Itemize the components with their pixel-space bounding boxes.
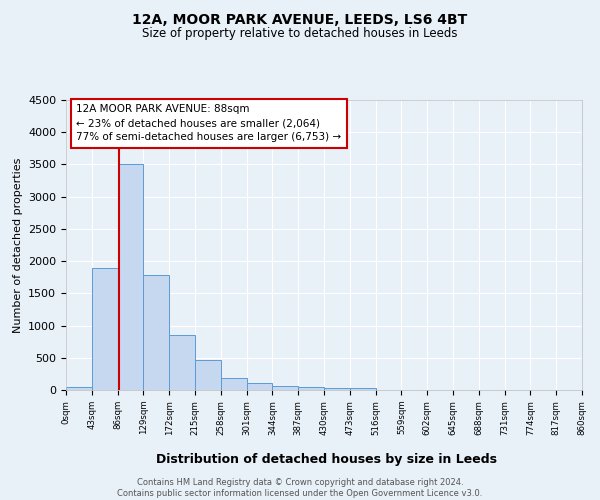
Bar [143, 276, 169, 390]
Text: Distribution of detached houses by size in Leeds: Distribution of detached houses by size … [157, 452, 497, 466]
Bar [350, 388, 376, 390]
Bar [247, 383, 272, 390]
Bar [298, 388, 324, 390]
Bar [92, 268, 118, 390]
Bar [195, 360, 221, 390]
Bar [118, 164, 143, 390]
Bar [66, 387, 92, 390]
Text: Size of property relative to detached houses in Leeds: Size of property relative to detached ho… [142, 28, 458, 40]
Bar [221, 378, 247, 390]
Text: 12A MOOR PARK AVENUE: 88sqm
← 23% of detached houses are smaller (2,064)
77% of : 12A MOOR PARK AVENUE: 88sqm ← 23% of det… [76, 104, 341, 142]
Text: 12A, MOOR PARK AVENUE, LEEDS, LS6 4BT: 12A, MOOR PARK AVENUE, LEEDS, LS6 4BT [133, 12, 467, 26]
Bar [324, 388, 350, 390]
Bar [272, 386, 298, 390]
Bar [169, 335, 195, 390]
Y-axis label: Number of detached properties: Number of detached properties [13, 158, 23, 332]
Text: Contains HM Land Registry data © Crown copyright and database right 2024.
Contai: Contains HM Land Registry data © Crown c… [118, 478, 482, 498]
